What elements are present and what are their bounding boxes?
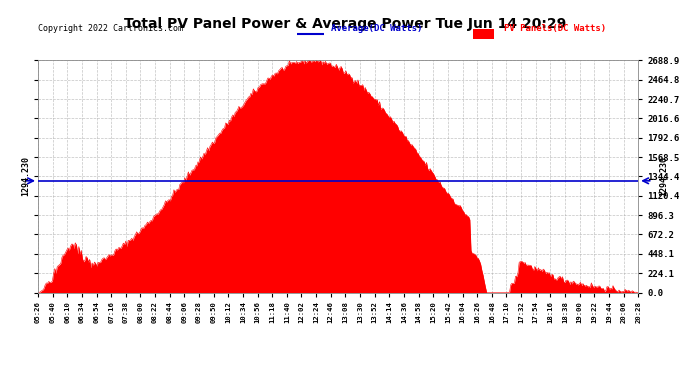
Text: Copyright 2022 Cartronics.com: Copyright 2022 Cartronics.com [38, 24, 183, 33]
Text: 1294.230: 1294.230 [659, 156, 669, 196]
Text: PV Panels(DC Watts): PV Panels(DC Watts) [504, 24, 606, 33]
Text: 1294.230: 1294.230 [21, 156, 31, 196]
Text: Total PV Panel Power & Average Power Tue Jun 14 20:29: Total PV Panel Power & Average Power Tue… [124, 17, 566, 31]
Text: Average(DC Watts): Average(DC Watts) [331, 24, 422, 33]
